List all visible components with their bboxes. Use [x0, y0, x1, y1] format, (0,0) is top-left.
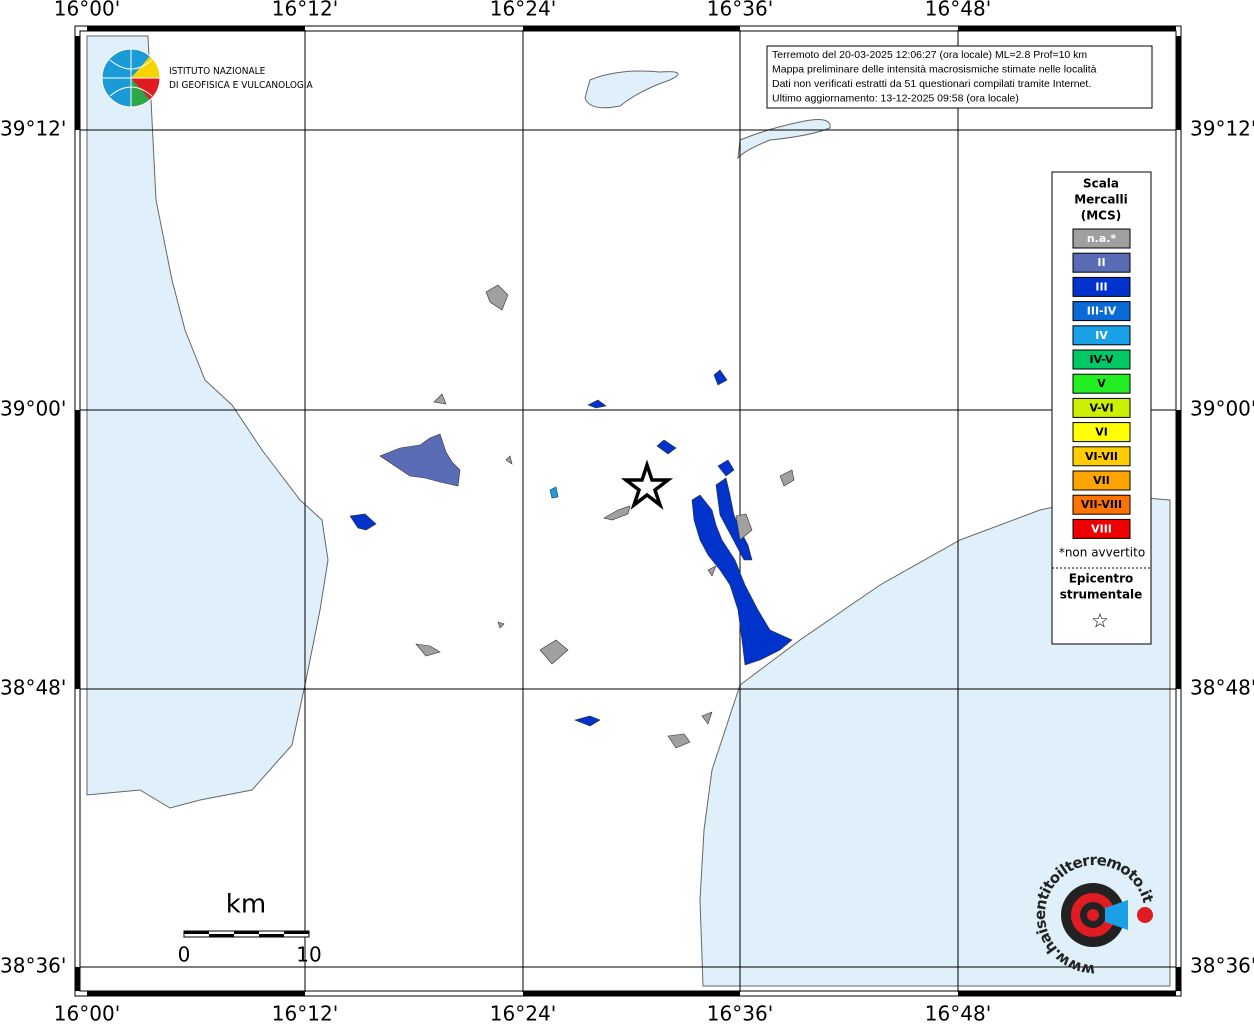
logo-text: ISTITUTO NAZIONALE [169, 66, 266, 77]
frame-ticks [75, 26, 1181, 996]
legend-label: VII-VIII [1081, 498, 1122, 511]
scale-unit: km [226, 890, 266, 920]
lat-label-left: 38°36' [0, 954, 66, 978]
lon-label-bottom: 16°48' [925, 1002, 991, 1024]
legend-epicenter-title: strumentale [1060, 588, 1143, 602]
legend-epicenter-symbol: ☆ [1091, 609, 1109, 633]
epicenter-star [620, 459, 674, 510]
ingv-logo: ISTITUTO NAZIONALE DI GEOFISICA E VULCAN… [101, 48, 314, 108]
lat-label-left: 39°12' [0, 117, 66, 141]
legend-swatch [1072, 446, 1131, 467]
legend-epicenter-title: Epicentro [1069, 572, 1134, 586]
legend-swatch [1072, 276, 1131, 297]
lat-label-right: 38°36' [1190, 954, 1254, 978]
logo-text: DI GEOFISICA E VULCANOLOGIA [169, 80, 314, 91]
info-line: Dati non verificati estratti da 51 quest… [772, 78, 1091, 90]
lon-label-bottom: 16°00' [54, 1002, 120, 1024]
legend-label: III [1095, 280, 1107, 293]
legend-swatch [1072, 373, 1131, 394]
legend-label: n.a.* [1087, 232, 1117, 245]
info-line: Mappa preliminare delle intensità macros… [772, 63, 1097, 75]
lon-label-top: 16°36' [707, 0, 773, 21]
legend-swatch [1072, 397, 1131, 418]
info-line: Terremoto del 20-03-2025 12:06:27 (ora l… [772, 49, 1087, 61]
legend-label: V-VI [1089, 401, 1113, 414]
legend-swatch [1072, 252, 1131, 273]
lon-label-top: 16°12' [272, 0, 338, 21]
lon-label-top: 16°00' [54, 0, 120, 21]
lon-label-bottom: 16°12' [272, 1002, 338, 1024]
info-lines: Terremoto del 20-03-2025 12:06:27 (ora l… [772, 49, 1097, 105]
lat-label-right: 39°12' [1190, 117, 1254, 141]
legend-label: IV-V [1089, 353, 1114, 366]
graticule [80, 30, 1176, 992]
info-line: Ultimo aggiornamento: 13-12-2025 09:58 (… [772, 92, 1019, 104]
legend-note: *non avvertito [1059, 546, 1145, 560]
lat-label-left: 38°48' [0, 676, 66, 700]
legend-swatch [1072, 470, 1131, 491]
legend-label: VIII [1091, 522, 1112, 535]
legend-label: IV [1095, 329, 1108, 342]
legend-swatch [1072, 349, 1131, 370]
legend-title: Mercalli [1074, 193, 1128, 207]
legend-title: (MCS) [1081, 209, 1122, 223]
scale-start: 0 [178, 943, 191, 967]
legend-swatch [1072, 518, 1131, 539]
legend-swatch [1072, 422, 1131, 443]
intensity-areas [349, 284, 795, 749]
legend-label: II [1097, 256, 1105, 269]
lon-label-top: 16°48' [925, 0, 991, 21]
legend-swatch [1072, 301, 1131, 322]
legend-swatch [1072, 228, 1131, 249]
lat-label-left: 39°00' [0, 397, 66, 421]
legend-label: VII [1093, 474, 1110, 487]
sea-west [86, 35, 329, 809]
lon-label-bottom: 16°24' [490, 1002, 556, 1024]
lon-label-bottom: 16°36' [707, 1002, 773, 1024]
info-box [766, 45, 1153, 109]
lat-label-right: 38°48' [1190, 676, 1254, 700]
legend-title: Scala [1083, 177, 1119, 191]
lon-label-top: 16°24' [490, 0, 556, 21]
lat-label-right: 39°00' [1190, 397, 1254, 421]
legend-swatch [1072, 494, 1131, 515]
legend-label: V [1097, 377, 1106, 390]
scale-bar: km 0 10 [178, 890, 322, 967]
lake [737, 119, 831, 160]
legend-label: VI [1095, 426, 1108, 439]
legend-swatch [1072, 325, 1131, 346]
legend-label: VI-VII [1085, 450, 1118, 463]
legend: ScalaMercalli(MCS)n.a.*IIIIIIII-IVIVIV-V… [1059, 177, 1145, 633]
lake [584, 70, 679, 109]
legend-label: III-IV [1087, 305, 1117, 318]
scale-end: 10 [296, 943, 321, 967]
